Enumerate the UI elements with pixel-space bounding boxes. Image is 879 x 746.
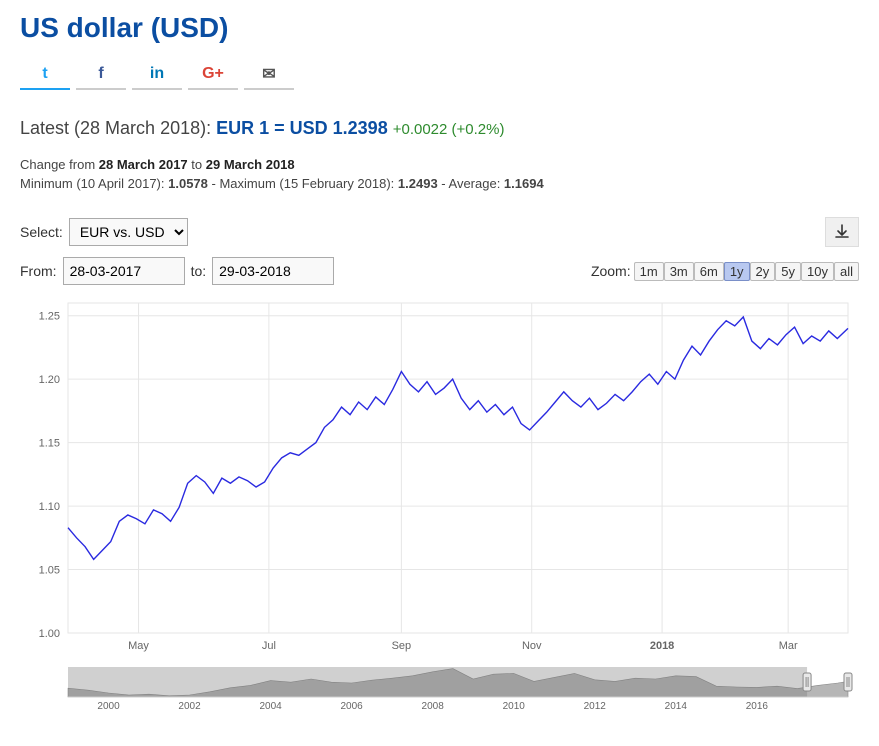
currency-pair-select[interactable]: EUR vs. USD: [69, 218, 188, 246]
svg-text:Jul: Jul: [262, 640, 276, 652]
svg-text:2002: 2002: [178, 701, 201, 711]
zoom-label: Zoom:: [591, 263, 631, 279]
share-facebook-button[interactable]: f: [76, 60, 126, 90]
svg-text:1.15: 1.15: [39, 438, 60, 450]
download-icon: [834, 224, 850, 240]
zoom-1y-button[interactable]: 1y: [724, 262, 750, 281]
navigator-chart[interactable]: 2000 2002 2004 2006 2008 2010 2012 2014 2016: [20, 663, 860, 711]
svg-text:May: May: [128, 640, 149, 652]
svg-text:2012: 2012: [584, 701, 607, 711]
main-rate-chart[interactable]: 1.00 1.05 1.10 1.15 1.20 1.25 May Jul Sep Nov 2018…: [20, 293, 860, 663]
select-label: Select:: [20, 224, 63, 240]
zoom-1m-button[interactable]: 1m: [634, 262, 664, 281]
to-date-input[interactable]: [212, 257, 334, 285]
from-date-input[interactable]: [63, 257, 185, 285]
svg-text:1.25: 1.25: [39, 311, 60, 323]
zoom-10y-button[interactable]: 10y: [801, 262, 834, 281]
latest-change-value: +0.0022 (+0.2%): [393, 121, 505, 138]
svg-text:2014: 2014: [665, 701, 688, 711]
svg-text:2018: 2018: [650, 640, 674, 652]
share-email-button[interactable]: ✉: [244, 60, 294, 90]
svg-text:1.20: 1.20: [39, 374, 60, 386]
download-button[interactable]: [825, 217, 859, 247]
share-linkedin-button[interactable]: in: [132, 60, 182, 90]
svg-text:2008: 2008: [422, 701, 445, 711]
svg-text:2004: 2004: [259, 701, 282, 711]
latest-rate-value: EUR 1 = USD 1.2398: [216, 118, 388, 138]
svg-text:Sep: Sep: [392, 640, 412, 652]
stats-line: Minimum (10 April 2017): 1.0578 - Maximu…: [20, 176, 859, 191]
from-label: From:: [20, 263, 57, 279]
svg-text:2000: 2000: [97, 701, 120, 711]
to-label: to:: [191, 263, 207, 279]
svg-text:2006: 2006: [341, 701, 364, 711]
svg-text:2010: 2010: [503, 701, 526, 711]
navigator-handle[interactable]: [844, 673, 852, 691]
share-twitter-button[interactable]: t: [20, 60, 70, 90]
zoom-3m-button[interactable]: 3m: [664, 262, 694, 281]
zoom-all-button[interactable]: all: [834, 262, 859, 281]
latest-rate-line: Latest (28 March 2018): EUR 1 = USD 1.23…: [20, 118, 859, 139]
svg-text:2016: 2016: [746, 701, 769, 711]
page-title: US dollar (USD): [20, 12, 859, 44]
svg-text:Mar: Mar: [779, 640, 798, 652]
svg-text:Nov: Nov: [522, 640, 542, 652]
change-range-line: Change from 28 March 2017 to 29 March 20…: [20, 157, 859, 172]
zoom-2y-button[interactable]: 2y: [750, 262, 776, 281]
zoom-5y-button[interactable]: 5y: [775, 262, 801, 281]
social-share-row: tfinG+✉: [20, 60, 859, 90]
share-google-button[interactable]: G+: [188, 60, 238, 90]
zoom-6m-button[interactable]: 6m: [694, 262, 724, 281]
svg-text:1.05: 1.05: [39, 565, 60, 577]
zoom-controls: Zoom: 1m3m6m1y2y5y10yall: [591, 263, 859, 279]
latest-prefix: Latest (28 March 2018):: [20, 118, 216, 138]
navigator-handle[interactable]: [803, 673, 811, 691]
svg-text:1.10: 1.10: [39, 501, 60, 513]
svg-text:1.00: 1.00: [39, 628, 60, 640]
